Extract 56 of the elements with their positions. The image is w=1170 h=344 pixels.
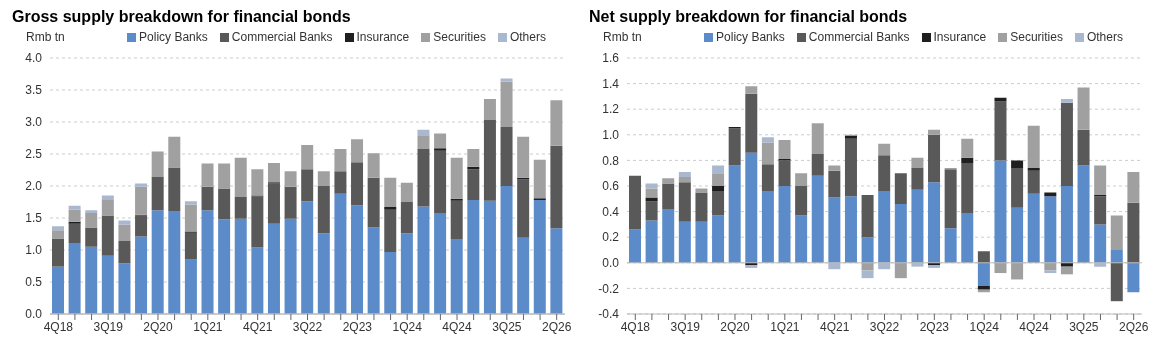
x-tick-label: 2Q23 — [919, 319, 950, 334]
x-tick-label: 4Q21 — [242, 319, 273, 334]
x-tick-label: 4Q21 — [819, 319, 850, 334]
y-tick-label: 1.2 — [602, 102, 620, 117]
y-tick-label: 2.0 — [25, 179, 43, 194]
x-tick-label: 3Q19 — [670, 319, 701, 334]
y-tick-label: 4.0 — [25, 51, 43, 66]
x-tick-label: 2Q20 — [143, 319, 173, 334]
y-tick-label: 0.2 — [602, 230, 620, 245]
y-tick-label: 0.0 — [602, 256, 620, 271]
x-tick-label: 4Q24 — [1019, 319, 1050, 334]
chart-title: Net supply breakdown for financial bonds — [588, 8, 909, 27]
y-tick-label: 1.5 — [25, 211, 43, 226]
y-tick-label: -0.4 — [598, 307, 620, 322]
y-tick-label: 1.0 — [25, 243, 43, 258]
x-tick-label: 4Q18 — [43, 319, 74, 334]
x-tick-label: 3Q22 — [869, 319, 900, 334]
y-axis-title: Rmb tn — [603, 30, 642, 44]
x-tick-label: 1Q21 — [193, 319, 223, 334]
legend-label: Others — [509, 30, 546, 44]
legend-label: Commercial Banks — [808, 30, 910, 44]
y-tick-label: -0.2 — [598, 281, 620, 296]
y-tick-label: 3.0 — [25, 115, 43, 130]
x-tick-label: 4Q24 — [442, 319, 473, 334]
x-tick-label: 4Q18 — [620, 319, 651, 334]
x-tick-label: 2Q26 — [542, 319, 572, 334]
x-tick-label: 1Q21 — [770, 319, 800, 334]
x-tick-label: 2Q26 — [1119, 319, 1149, 334]
legend-label: Others — [1086, 30, 1123, 44]
y-tick-label: 1.0 — [602, 128, 620, 143]
y-tick-label: 3.5 — [25, 83, 43, 98]
chart-title: Gross supply breakdown for financial bonds — [11, 8, 352, 27]
legend-label: Policy Banks — [139, 30, 208, 44]
x-tick-label: 1Q24 — [969, 319, 1000, 334]
y-tick-label: 0.0 — [25, 307, 43, 322]
x-tick-label: 1Q24 — [392, 319, 423, 334]
x-tick-label: 3Q19 — [93, 319, 124, 334]
y-tick-label: 0.8 — [602, 153, 620, 168]
y-tick-label: 0.5 — [25, 275, 43, 290]
y-tick-label: 2.5 — [25, 147, 43, 162]
y-tick-label: 0.4 — [602, 204, 620, 219]
legend-label: Policy Banks — [716, 30, 785, 44]
legend-label: Securities — [1010, 30, 1063, 44]
x-tick-label: 2Q23 — [342, 319, 373, 334]
y-axis-title: Rmb tn — [26, 30, 65, 44]
legend-label: Securities — [433, 30, 486, 44]
x-tick-label: 3Q25 — [1069, 319, 1099, 334]
x-tick-label: 3Q25 — [492, 319, 522, 334]
y-tick-label: 0.6 — [602, 179, 620, 194]
legend-label: Commercial Banks — [231, 30, 333, 44]
y-tick-label: 1.6 — [602, 51, 620, 66]
y-tick-label: 1.4 — [602, 76, 620, 91]
x-tick-label: 3Q22 — [292, 319, 323, 334]
legend-label: Insurance — [933, 30, 987, 44]
x-tick-label: 2Q20 — [720, 319, 750, 334]
legend-label: Insurance — [356, 30, 410, 44]
